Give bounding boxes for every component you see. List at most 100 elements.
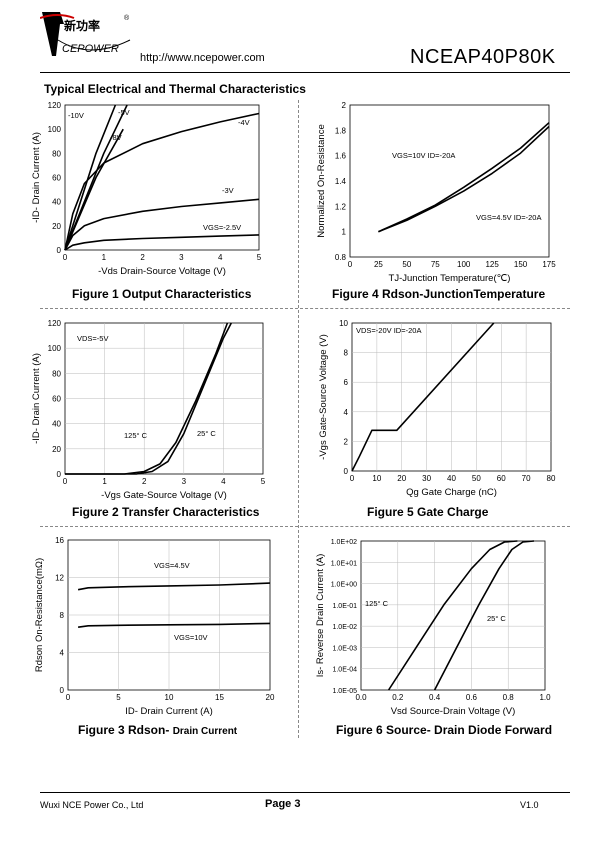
fig5-xtick-label: 70 [522,474,531,483]
fig2-series-label: 125° C [124,431,148,440]
fig1-series-line [64,104,117,251]
fig1-series-label: -3V [222,186,234,195]
fig6-xtick-label: 0.4 [429,693,441,702]
fig4-ytick-label: 1.4 [335,177,347,186]
fig2-ytick-label: 20 [52,445,61,454]
fig3-series-line [77,582,271,591]
fig6-series-line [387,540,518,691]
fig1-ytick-label: 80 [52,149,61,158]
fig5-xtick-label: 0 [350,474,355,483]
fig1-xtick-label: 3 [179,253,184,262]
divider-right-1 [300,308,570,309]
fig5-xtick-label: 30 [422,474,431,483]
fig6-ytick-label: 1.0E+00 [331,582,357,589]
fig3-ytick-label: 12 [55,574,64,583]
figure-2-caption: Figure 2 Transfer Characteristics [72,505,260,519]
figure-3-caption: Figure 3 Rdson- Drain Current [78,723,237,737]
fig1-y-axis-label: -ID- Drain Current (A) [31,132,42,223]
fig1-xtick-label: 4 [218,253,223,262]
fig3-ytick-label: 4 [60,649,65,658]
fig2-ytick-label: 40 [52,420,61,429]
fig2-xtick-label: 3 [182,477,187,486]
figure-1-chart: 0 1 2 3 4 5 0 20 40 60 80 100 120 -Vds Drain-Source V… [31,101,262,277]
fig2-xtick-label: 2 [142,477,147,486]
figure-2-chart: 0 1 2 3 4 5 0 20 40 60 80 100 120 -Vgs Gate-Source Vo… [31,319,266,501]
section-title: Typical Electrical and Thermal Character… [44,82,306,96]
figure-6-chart: 0.0 0.2 0.4 0.6 0.8 1.0 1.0E-05 1.0E-04 1.0E-03 1… [315,539,551,717]
footer-page: Page 3 [265,798,301,810]
fig1-series-label: -4V [238,118,250,127]
logo-en: CEPOWER [62,43,119,55]
fig5-ytick-label: 2 [344,437,349,446]
fig4-series-line [378,122,550,233]
fig2-ytick-label: 60 [52,395,61,404]
fig1-ytick-label: 100 [48,125,62,134]
fig4-xtick-label: 100 [457,260,471,269]
fig3-series-line [77,622,271,628]
fig5-ytick-label: 4 [344,408,349,417]
fig6-ytick-label: 1.0E-03 [332,645,357,652]
website-url[interactable]: http://www.ncepower.com [140,52,265,64]
fig2-ytick-label: 120 [48,319,62,328]
logo-cn: 新功率 [64,18,100,33]
fig1-series-line [64,128,124,251]
figure-3-chart: 0 5 10 15 20 0 4 8 12 16 ID- Drain Current (A) Rdso… [34,536,275,717]
fig6-xtick-label: 0.0 [355,693,367,702]
fig4-ytick-label: 1.2 [335,202,347,211]
fig1-series-label: -5V [118,108,130,117]
fig3-xtick-label: 20 [266,693,275,702]
figure-3-caption-sub: Drain Current [172,726,238,737]
fig4-plot-frame [349,104,550,258]
fig3-series-label: VGS=4.5V [154,561,190,570]
fig6-xtick-label: 0.6 [466,693,478,702]
fig2-xtick-label: 0 [63,477,68,486]
fig4-xtick-label: 0 [348,260,353,269]
fig1-xtick-label: 0 [63,253,68,262]
fig4-y-axis-label: Normalized On-Resistance [316,124,327,238]
figure-4-caption: Figure 4 Rdson-JunctionTemperature [332,287,546,301]
fig6-ytick-label: 1.0E-05 [332,688,357,695]
fig1-series-line [64,112,260,251]
fig5-xtick-label: 50 [472,474,481,483]
fig3-y-axis-label: Rdson On-Resistance(mΩ) [34,558,45,672]
figure-4-chart: 0 25 50 75 100 125 150 175 0.8 1 1.2 1.4 1.6 1.8 2 TJ-J… [316,101,556,284]
fig6-y-axis-label: Is- Reverse Drain Current (A) [315,554,326,678]
fig5-ytick-label: 6 [344,378,349,387]
fig6-xtick-label: 0.8 [503,693,515,702]
fig2-x-axis-label: -Vgs Gate-Source Voltage (V) [101,490,227,501]
fig5-y-axis-label: -Vgs Gate-Source Voltage (V) [318,334,329,460]
footer-divider [40,792,570,793]
fig1-ytick-label: 20 [52,222,61,231]
fig3-xtick-label: 5 [116,693,121,702]
footer-version: V1.0 [520,800,539,810]
fig1-ytick-label: 0 [57,246,62,255]
fig2-series-line [65,322,233,475]
fig5-xtick-label: 10 [372,474,381,483]
fig5-ytick-label: 8 [344,349,349,358]
fig6-ytick-label: 1.0E-02 [332,624,357,631]
fig6-series-label: 125° C [365,599,389,608]
fig1-series-line [64,198,260,251]
figure-3-caption-main: Figure 3 Rdson- [78,723,170,737]
fig1-series-label: VGS=-2.5V [203,223,241,232]
fig5-ytick-label: 10 [339,319,348,328]
fig4-ytick-label: 2 [342,101,347,110]
fig4-xtick-label: 25 [374,260,383,269]
figure-6-caption: Figure 6 Source- Drain Diode Forward [336,723,553,737]
fig1-series-label: -8V [110,133,122,142]
fig2-ytick-label: 80 [52,369,61,378]
divider-right-2 [300,526,570,527]
fig6-plot-frame [360,540,546,691]
fig4-xtick-label: 175 [542,260,556,269]
fig3-ytick-label: 8 [60,611,65,620]
fig6-x-axis-label: Vsd Source-Drain Voltage (V) [391,706,516,717]
fig4-ytick-label: 1.8 [335,126,347,135]
fig6-series-line [433,540,535,691]
fig3-xtick-label: 15 [215,693,224,702]
fig2-xtick-label: 1 [102,477,107,486]
fig3-series-label: VGS=10V [174,633,208,642]
header-divider [40,72,570,73]
fig5-xtick-label: 60 [497,474,506,483]
fig2-series-label: 25° C [197,429,216,438]
